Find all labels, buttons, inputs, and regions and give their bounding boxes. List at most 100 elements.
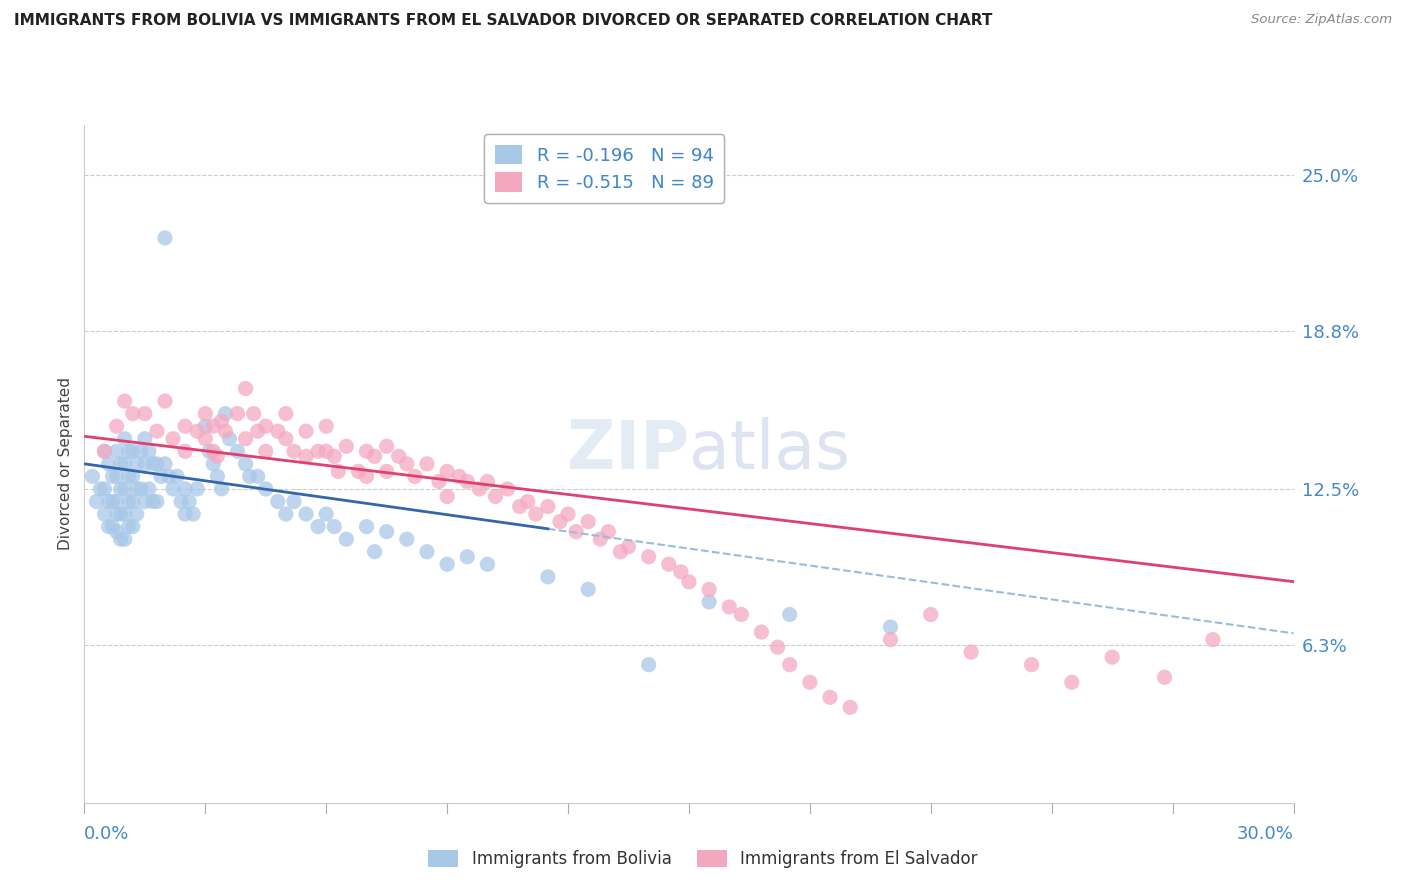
Point: [114, 432, 136, 446]
Point: [157, 469, 180, 483]
Point: [105, 494, 128, 508]
Point: [484, 490, 506, 504]
Point: [323, 519, 346, 533]
Point: [637, 549, 659, 564]
Point: [134, 432, 156, 446]
Point: [134, 494, 156, 508]
Point: [637, 657, 659, 672]
Point: [274, 432, 297, 446]
Point: [395, 457, 418, 471]
Point: [153, 231, 176, 245]
Point: [82, 469, 104, 483]
Point: [658, 558, 681, 572]
Point: [226, 444, 249, 458]
Point: [235, 382, 257, 396]
Point: [202, 419, 225, 434]
Point: [267, 494, 290, 508]
Point: [121, 494, 143, 508]
Point: [239, 469, 262, 483]
Text: IMMIGRANTS FROM BOLIVIA VS IMMIGRANTS FROM EL SALVADOR DIVORCED OR SEPARATED COR: IMMIGRANTS FROM BOLIVIA VS IMMIGRANTS FR…: [14, 13, 993, 29]
Text: Source: ZipAtlas.com: Source: ZipAtlas.com: [1251, 13, 1392, 27]
Point: [456, 549, 478, 564]
Point: [335, 532, 357, 546]
Point: [456, 475, 478, 489]
Point: [477, 558, 499, 572]
Point: [730, 607, 752, 622]
Point: [110, 457, 132, 471]
Point: [1101, 650, 1123, 665]
Point: [678, 574, 700, 589]
Point: [363, 450, 385, 464]
Point: [226, 407, 249, 421]
Point: [93, 444, 115, 458]
Point: [162, 482, 184, 496]
Point: [105, 524, 128, 539]
Point: [214, 407, 236, 421]
Point: [395, 532, 418, 546]
Point: [101, 469, 124, 483]
Point: [121, 469, 143, 483]
Point: [146, 457, 169, 471]
Point: [375, 524, 398, 539]
Point: [548, 515, 571, 529]
Point: [105, 507, 128, 521]
Legend: Immigrants from Bolivia, Immigrants from El Salvador: Immigrants from Bolivia, Immigrants from…: [422, 843, 984, 875]
Point: [118, 519, 141, 533]
Point: [114, 507, 136, 521]
Point: [146, 424, 169, 438]
Point: [142, 457, 165, 471]
Point: [125, 457, 148, 471]
Point: [202, 457, 225, 471]
Y-axis label: Divorced or Separated: Divorced or Separated: [58, 377, 73, 550]
Point: [598, 524, 620, 539]
Point: [105, 469, 128, 483]
Point: [254, 419, 277, 434]
Point: [93, 444, 115, 458]
Point: [1202, 632, 1225, 647]
Point: [93, 482, 115, 496]
Point: [879, 620, 901, 634]
Point: [125, 482, 148, 496]
Point: [121, 407, 143, 421]
Point: [118, 469, 141, 483]
Point: [179, 494, 201, 508]
Point: [468, 482, 491, 496]
Point: [174, 419, 197, 434]
Point: [436, 490, 458, 504]
Point: [254, 444, 277, 458]
Point: [609, 545, 631, 559]
Point: [110, 507, 132, 521]
Point: [118, 444, 141, 458]
Point: [114, 532, 136, 546]
Text: ZIP: ZIP: [567, 417, 689, 483]
Point: [274, 507, 297, 521]
Point: [129, 482, 152, 496]
Point: [174, 507, 197, 521]
Point: [576, 515, 599, 529]
Point: [209, 414, 232, 428]
Point: [356, 469, 378, 483]
Point: [174, 444, 197, 458]
Point: [315, 419, 337, 434]
Point: [509, 500, 531, 514]
Point: [283, 444, 305, 458]
Point: [153, 394, 176, 409]
Point: [295, 424, 318, 438]
Point: [114, 457, 136, 471]
Point: [166, 469, 188, 483]
Point: [766, 640, 789, 654]
Point: [138, 444, 160, 458]
Point: [416, 457, 439, 471]
Point: [246, 469, 269, 483]
Point: [198, 444, 221, 458]
Point: [202, 444, 225, 458]
Point: [146, 494, 169, 508]
Point: [97, 519, 120, 533]
Point: [170, 494, 193, 508]
Point: [839, 700, 862, 714]
Point: [186, 482, 208, 496]
Point: [879, 632, 901, 647]
Point: [307, 444, 329, 458]
Point: [242, 407, 264, 421]
Point: [589, 532, 612, 546]
